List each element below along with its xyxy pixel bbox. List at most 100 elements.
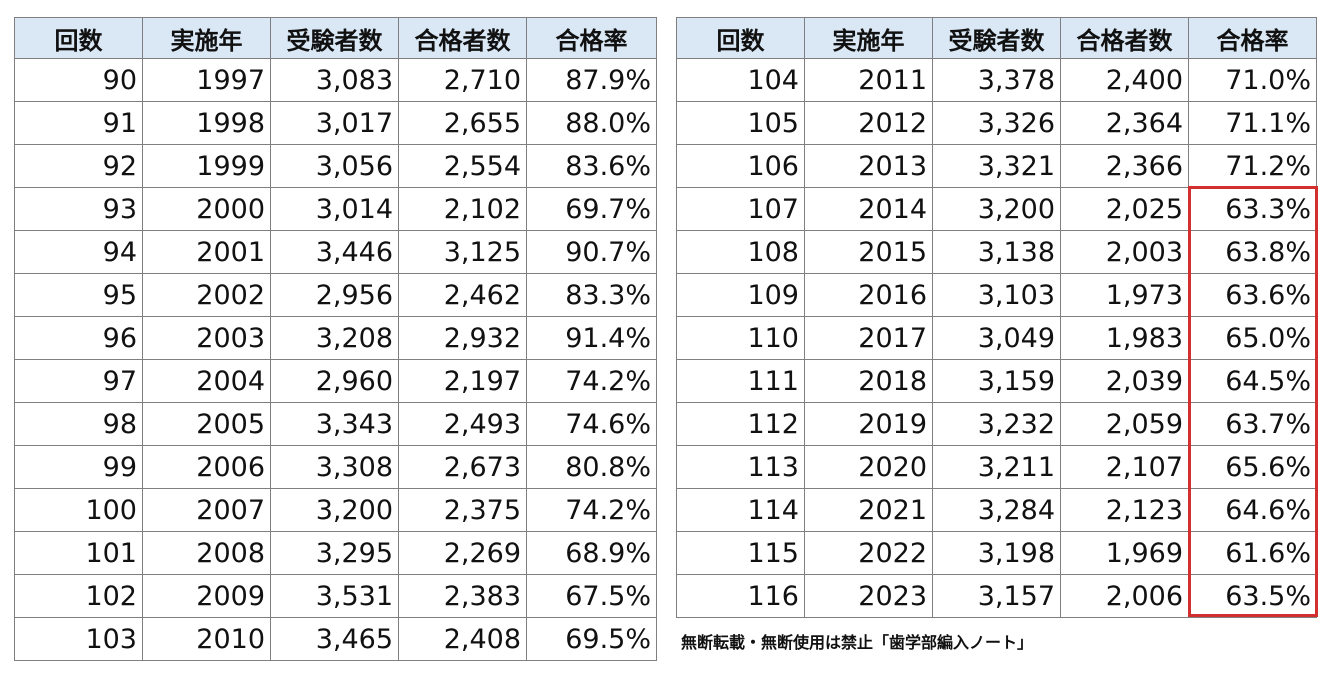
- cell-pass-rate: 68.9%: [526, 531, 657, 575]
- cell-passers: 2,364: [1060, 101, 1189, 145]
- header-row: 回数 実施年 受験者数 合格者数 合格率: [676, 17, 1317, 59]
- cell-pass-rate: 83.6%: [526, 144, 657, 188]
- cell-passers: 2,710: [398, 58, 527, 102]
- table-row: 106 2013 3,321 2,366 71.2%: [676, 144, 1317, 188]
- cell-passers: 2,102: [398, 187, 527, 231]
- cell-round: 112: [676, 402, 805, 446]
- cell-examinees: 3,157: [932, 574, 1061, 618]
- cell-examinees: 3,083: [270, 58, 399, 102]
- cell-pass-rate: 87.9%: [526, 58, 657, 102]
- cell-examinees: 3,208: [270, 316, 399, 360]
- header-round: 回数: [14, 17, 143, 59]
- table-row: 107 2014 3,200 2,025 63.3%: [676, 187, 1317, 231]
- cell-pass-rate: 74.2%: [526, 359, 657, 403]
- table-row: 110 2017 3,049 1,983 65.0%: [676, 316, 1317, 360]
- cell-examinees: 3,326: [932, 101, 1061, 145]
- table-row: 103 2010 3,465 2,408 69.5%: [14, 617, 657, 661]
- cell-round: 103: [14, 617, 143, 661]
- cell-passers: 2,462: [398, 273, 527, 317]
- cell-year: 1997: [142, 58, 271, 102]
- cell-passers: 2,006: [1060, 574, 1189, 618]
- table-row: 105 2012 3,326 2,364 71.1%: [676, 101, 1317, 145]
- table-row: 91 1998 3,017 2,655 88.0%: [14, 101, 657, 145]
- cell-pass-rate: 69.7%: [526, 187, 657, 231]
- cell-pass-rate: 64.6%: [1188, 488, 1317, 532]
- cell-year: 2011: [804, 58, 933, 102]
- cell-passers: 1,969: [1060, 531, 1189, 575]
- cell-passers: 2,408: [398, 617, 527, 661]
- header-pass-rate: 合格率: [526, 17, 657, 59]
- cell-examinees: 3,308: [270, 445, 399, 489]
- cell-passers: 2,493: [398, 402, 527, 446]
- cell-year: 2017: [804, 316, 933, 360]
- cell-passers: 2,932: [398, 316, 527, 360]
- table-row: 95 2002 2,956 2,462 83.3%: [14, 273, 657, 317]
- cell-pass-rate: 90.7%: [526, 230, 657, 274]
- cell-year: 2013: [804, 144, 933, 188]
- cell-round: 102: [14, 574, 143, 618]
- table-row: 94 2001 3,446 3,125 90.7%: [14, 230, 657, 274]
- cell-examinees: 3,465: [270, 617, 399, 661]
- cell-year: 2018: [804, 359, 933, 403]
- cell-round: 116: [676, 574, 805, 618]
- cell-passers: 2,400: [1060, 58, 1189, 102]
- cell-passers: 2,366: [1060, 144, 1189, 188]
- cell-pass-rate: 80.8%: [526, 445, 657, 489]
- cell-examinees: 3,531: [270, 574, 399, 618]
- cell-year: 2002: [142, 273, 271, 317]
- cell-round: 101: [14, 531, 143, 575]
- table-row: 90 1997 3,083 2,710 87.9%: [14, 58, 657, 102]
- header-row: 回数 実施年 受験者数 合格者数 合格率: [14, 17, 657, 59]
- cell-year: 2005: [142, 402, 271, 446]
- cell-passers: 2,554: [398, 144, 527, 188]
- header-pass-rate: 合格率: [1188, 17, 1317, 59]
- table-body: 90 1997 3,083 2,710 87.9% 91 1998 3,017 2,655 88.…: [14, 58, 657, 661]
- cell-year: 2012: [804, 101, 933, 145]
- cell-round: 91: [14, 101, 143, 145]
- cell-round: 93: [14, 187, 143, 231]
- cell-passers: 2,059: [1060, 402, 1189, 446]
- header-round: 回数: [676, 17, 805, 59]
- cell-pass-rate: 63.8%: [1188, 230, 1317, 274]
- cell-pass-rate: 83.3%: [526, 273, 657, 317]
- table-row: 93 2000 3,014 2,102 69.7%: [14, 187, 657, 231]
- cell-examinees: 3,200: [270, 488, 399, 532]
- cell-passers: 1,973: [1060, 273, 1189, 317]
- cell-passers: 2,197: [398, 359, 527, 403]
- cell-year: 2003: [142, 316, 271, 360]
- cell-year: 2014: [804, 187, 933, 231]
- cell-pass-rate: 69.5%: [526, 617, 657, 661]
- cell-year: 2020: [804, 445, 933, 489]
- cell-examinees: 3,017: [270, 101, 399, 145]
- cell-examinees: 3,378: [932, 58, 1061, 102]
- exam-results-table-right: 回数 実施年 受験者数 合格者数 合格率 104 2011 3,378 2,400 71…: [676, 17, 1317, 618]
- cell-year: 2019: [804, 402, 933, 446]
- cell-passers: 2,269: [398, 531, 527, 575]
- header-passers: 合格者数: [1060, 17, 1189, 59]
- table-row: 115 2022 3,198 1,969 61.6%: [676, 531, 1317, 575]
- cell-pass-rate: 63.6%: [1188, 273, 1317, 317]
- cell-round: 107: [676, 187, 805, 231]
- cell-passers: 1,983: [1060, 316, 1189, 360]
- cell-examinees: 3,284: [932, 488, 1061, 532]
- cell-year: 1999: [142, 144, 271, 188]
- cell-pass-rate: 71.0%: [1188, 58, 1317, 102]
- table-row: 97 2004 2,960 2,197 74.2%: [14, 359, 657, 403]
- cell-year: 2022: [804, 531, 933, 575]
- cell-examinees: 3,232: [932, 402, 1061, 446]
- cell-year: 2008: [142, 531, 271, 575]
- copyright-notice: 無断転載・無断使用は禁止「歯学部編入ノート」: [681, 633, 1034, 652]
- table-row: 104 2011 3,378 2,400 71.0%: [676, 58, 1317, 102]
- cell-round: 111: [676, 359, 805, 403]
- cell-passers: 2,375: [398, 488, 527, 532]
- cell-pass-rate: 71.2%: [1188, 144, 1317, 188]
- cell-examinees: 3,321: [932, 144, 1061, 188]
- cell-passers: 2,673: [398, 445, 527, 489]
- table-row: 101 2008 3,295 2,269 68.9%: [14, 531, 657, 575]
- cell-examinees: 3,049: [932, 316, 1061, 360]
- table-row: 100 2007 3,200 2,375 74.2%: [14, 488, 657, 532]
- cell-round: 109: [676, 273, 805, 317]
- cell-round: 110: [676, 316, 805, 360]
- cell-pass-rate: 91.4%: [526, 316, 657, 360]
- cell-round: 99: [14, 445, 143, 489]
